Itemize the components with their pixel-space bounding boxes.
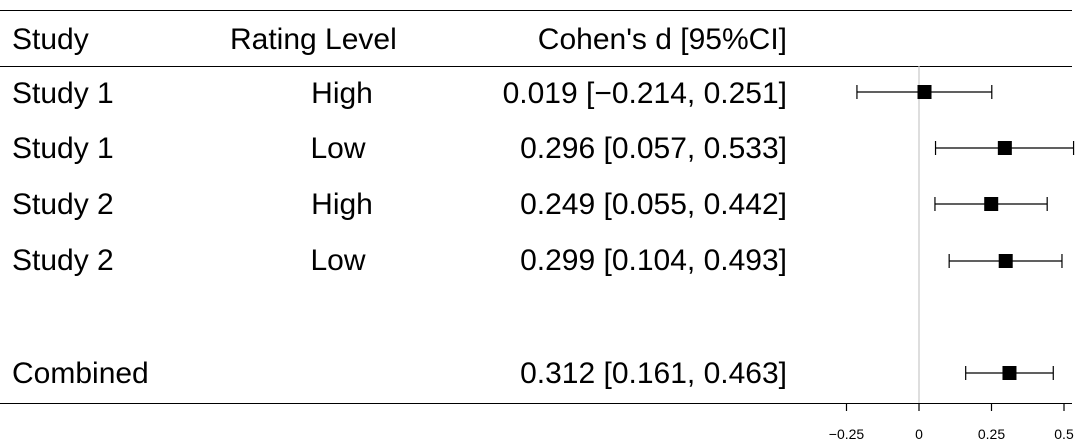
combined-label: Combined: [12, 357, 149, 390]
row-study: Study 2: [12, 244, 114, 277]
row-study: Study 2: [12, 188, 114, 221]
x-tick-label: 0: [915, 426, 923, 442]
row-point-estimate: [998, 254, 1013, 268]
row-effect: 0.299 [0.104, 0.493]: [520, 244, 787, 277]
top-rule: [0, 10, 1072, 11]
row-rating: High: [311, 77, 373, 110]
combined-point-estimate: [1002, 366, 1017, 380]
header-rating-level: Rating Level: [230, 23, 397, 56]
row-point-estimate: [997, 141, 1012, 155]
bottom-rule: [0, 403, 1072, 404]
row-effect: 0.019 [−0.214, 0.251]: [502, 77, 787, 110]
row-rating: Low: [310, 132, 366, 165]
header-study: Study: [12, 23, 89, 56]
combined-effect: 0.312 [0.161, 0.463]: [520, 357, 787, 390]
x-tick-label: 0.5: [1054, 426, 1074, 442]
row-rating: Low: [310, 244, 366, 277]
header-rule: [0, 66, 1072, 67]
row-point-estimate: [984, 197, 999, 211]
row-rating: High: [311, 188, 373, 221]
row-study: Study 1: [12, 77, 114, 110]
row-point-estimate: [917, 85, 932, 99]
row-effect: 0.249 [0.055, 0.442]: [520, 188, 787, 221]
x-tick-label: 0.25: [978, 426, 1005, 442]
row-effect: 0.296 [0.057, 0.533]: [520, 132, 787, 165]
header-cohens-d: Cohen's d [95%CI]: [537, 23, 787, 56]
row-study: Study 1: [12, 132, 114, 165]
x-tick-label: −0.25: [829, 426, 865, 442]
